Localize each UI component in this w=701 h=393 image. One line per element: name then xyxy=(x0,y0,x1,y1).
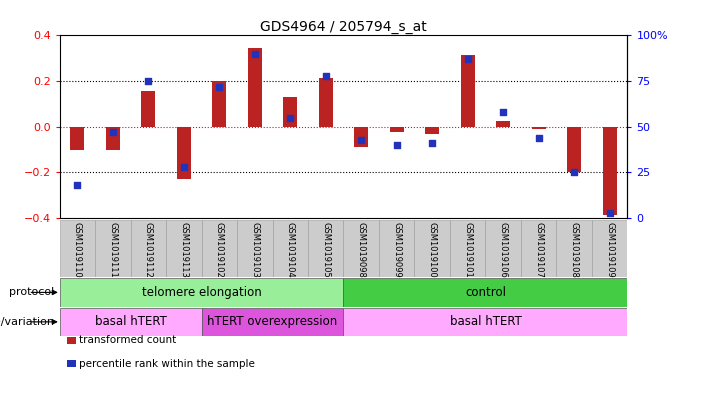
Text: GSM1019104: GSM1019104 xyxy=(286,222,294,277)
Point xyxy=(569,169,580,176)
Bar xyxy=(60,278,343,307)
Bar xyxy=(60,220,95,277)
Point xyxy=(249,50,260,57)
Bar xyxy=(531,127,546,129)
Bar xyxy=(141,91,156,127)
Bar xyxy=(308,220,343,277)
Bar xyxy=(343,308,627,336)
Bar xyxy=(106,127,120,150)
Point xyxy=(355,136,367,143)
Point xyxy=(462,56,473,62)
Text: GSM1019112: GSM1019112 xyxy=(144,222,153,277)
Bar xyxy=(592,220,627,277)
Bar xyxy=(343,220,379,277)
Text: GSM1019107: GSM1019107 xyxy=(534,222,543,278)
Text: hTERT overexpression: hTERT overexpression xyxy=(207,315,338,329)
Bar xyxy=(237,220,273,277)
Text: GSM1019099: GSM1019099 xyxy=(393,222,401,277)
Bar xyxy=(450,220,485,277)
Text: protocol: protocol xyxy=(8,287,54,298)
Text: GSM1019113: GSM1019113 xyxy=(179,222,189,278)
Bar xyxy=(496,121,510,127)
Point xyxy=(604,209,615,216)
Bar xyxy=(95,220,130,277)
Text: basal hTERT: basal hTERT xyxy=(95,315,167,329)
Bar xyxy=(319,78,333,127)
Point xyxy=(143,78,154,84)
Bar xyxy=(166,220,202,277)
Text: telomere elongation: telomere elongation xyxy=(142,286,261,299)
Bar xyxy=(390,127,404,132)
Text: GSM1019106: GSM1019106 xyxy=(498,222,508,278)
Bar xyxy=(130,220,166,277)
Text: GSM1019105: GSM1019105 xyxy=(321,222,330,277)
Bar xyxy=(247,48,262,127)
Bar xyxy=(354,127,368,147)
Text: GSM1019110: GSM1019110 xyxy=(73,222,82,277)
Title: GDS4964 / 205794_s_at: GDS4964 / 205794_s_at xyxy=(260,20,427,34)
Bar xyxy=(202,308,343,336)
Bar xyxy=(379,220,414,277)
Bar xyxy=(557,220,592,277)
Bar xyxy=(202,220,237,277)
Point xyxy=(320,72,332,79)
Point xyxy=(178,164,189,170)
Text: genotype/variation: genotype/variation xyxy=(0,317,54,327)
Point xyxy=(533,134,544,141)
Bar xyxy=(283,97,297,127)
Text: GSM1019101: GSM1019101 xyxy=(463,222,472,277)
Text: basal hTERT: basal hTERT xyxy=(449,315,522,329)
Point xyxy=(107,129,118,135)
Bar xyxy=(414,220,450,277)
Text: transformed count: transformed count xyxy=(79,335,177,345)
Text: GSM1019109: GSM1019109 xyxy=(605,222,614,277)
Text: GSM1019100: GSM1019100 xyxy=(428,222,437,277)
Text: GSM1019103: GSM1019103 xyxy=(250,222,259,278)
Point xyxy=(498,109,509,115)
Point xyxy=(285,114,296,121)
Bar xyxy=(343,278,627,307)
Text: percentile rank within the sample: percentile rank within the sample xyxy=(79,359,255,369)
Text: GSM1019098: GSM1019098 xyxy=(357,222,366,278)
Point xyxy=(214,83,225,90)
Bar xyxy=(461,55,475,127)
Text: control: control xyxy=(465,286,506,299)
Bar xyxy=(273,220,308,277)
Bar xyxy=(567,127,581,173)
Bar xyxy=(60,308,202,336)
Bar xyxy=(425,127,440,134)
Bar xyxy=(212,81,226,127)
Bar xyxy=(485,220,521,277)
Bar xyxy=(177,127,191,179)
Bar xyxy=(70,127,84,150)
Point xyxy=(391,142,402,148)
Point xyxy=(72,182,83,188)
Text: GSM1019102: GSM1019102 xyxy=(215,222,224,277)
Bar xyxy=(521,220,557,277)
Point xyxy=(427,140,438,146)
Text: GSM1019108: GSM1019108 xyxy=(570,222,578,278)
Text: GSM1019111: GSM1019111 xyxy=(109,222,117,277)
Bar xyxy=(603,127,617,215)
